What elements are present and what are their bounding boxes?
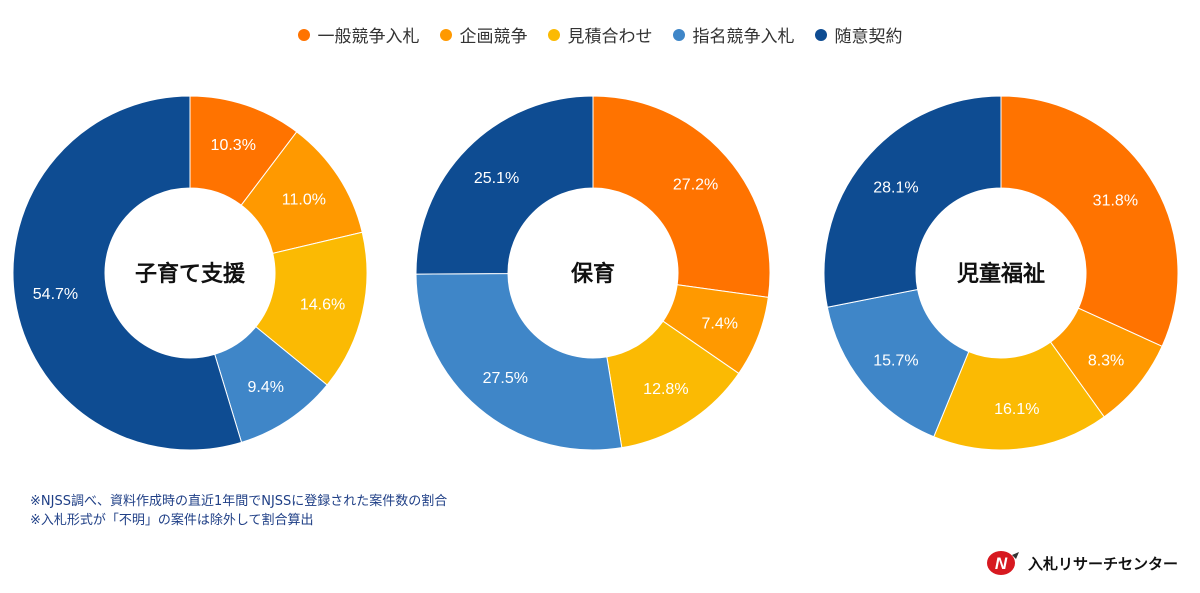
brand-name: 入札リサーチセンター	[1027, 554, 1178, 573]
donut-slice	[415, 273, 623, 451]
legend-item-designated-bidding: 指名競争入札	[672, 22, 795, 47]
slice-data-label: 54.7%	[33, 286, 78, 303]
slice-data-label: 10.3%	[211, 137, 256, 154]
chart-legend: 一般競争入札 企画競争 見積合わせ 指名競争入札 随意契約	[0, 22, 1200, 47]
brand-logo-icon: N	[986, 551, 1019, 575]
slice-data-label: 11.0%	[282, 192, 326, 209]
legend-label: 随意契約	[834, 27, 903, 47]
donut-chart: 27.2% 7.4% 12.8% 27.5% 25.1% 保育	[415, 95, 771, 451]
slice-data-label: 12.8%	[643, 381, 688, 398]
slice-data-label: 15.7%	[873, 352, 918, 369]
slice-data-label: 25.1%	[474, 170, 519, 187]
brand-footer: N 入札リサーチセンター	[986, 549, 1178, 577]
donut-center-title: 児童福祉	[956, 261, 1045, 287]
footnote: ※NJSS調べ、資料作成時の直近1年間でNJSSに登録された案件数の割合	[30, 494, 448, 509]
footnotes: ※NJSS調べ、資料作成時の直近1年間でNJSSに登録された案件数の割合 ※入札…	[30, 492, 447, 530]
slice-data-label: 16.1%	[994, 401, 1039, 418]
legend-label: 指名競争入札	[692, 27, 795, 47]
donut-slice	[823, 95, 1002, 308]
slice-data-label: 8.3%	[1088, 352, 1124, 369]
donut-center-title: 保育	[570, 261, 615, 287]
legend-swatch	[672, 28, 685, 41]
legend-label: 見積合わせ	[567, 27, 653, 47]
legend-swatch	[439, 28, 452, 41]
slice-data-label: 9.4%	[248, 379, 284, 396]
slice-data-label: 27.5%	[483, 370, 528, 387]
legend-swatch	[814, 28, 827, 41]
legend-item-private-contract: 随意契約	[814, 22, 903, 47]
legend-item-open-bidding: 一般競争入札	[297, 22, 420, 47]
legend-item-quotation: 見積合わせ	[547, 22, 653, 47]
legend-swatch	[547, 28, 560, 41]
donut-center-title: 子育て支援	[135, 261, 246, 287]
donut-slice	[826, 288, 970, 438]
donut-chart: 31.8% 8.3% 16.1% 15.7% 28.1% 児童福祉	[823, 95, 1179, 451]
donut-slice	[933, 341, 1105, 451]
legend-label: 一般競争入札	[317, 27, 420, 47]
donut-slice	[1000, 95, 1179, 348]
donut-slice	[415, 95, 594, 275]
slice-data-label: 28.1%	[873, 180, 918, 197]
donut-slice	[12, 95, 243, 451]
brand-logo-letter: N	[995, 554, 1008, 573]
legend-label: 企画競争	[459, 27, 528, 47]
slice-data-label: 7.4%	[702, 315, 738, 332]
slice-data-label: 31.8%	[1093, 192, 1138, 209]
slice-data-label: 27.2%	[673, 177, 718, 194]
slice-data-label: 14.6%	[300, 297, 345, 314]
donut-chart: 10.3% 11.0% 14.6% 9.4% 54.7% 子育て支援	[12, 95, 368, 451]
legend-item-proposal: 企画競争	[439, 22, 528, 47]
donut-slice	[592, 95, 771, 298]
legend-swatch	[297, 28, 310, 41]
footnote: ※入札形式が「不明」の案件は除外して割合算出	[30, 513, 314, 528]
